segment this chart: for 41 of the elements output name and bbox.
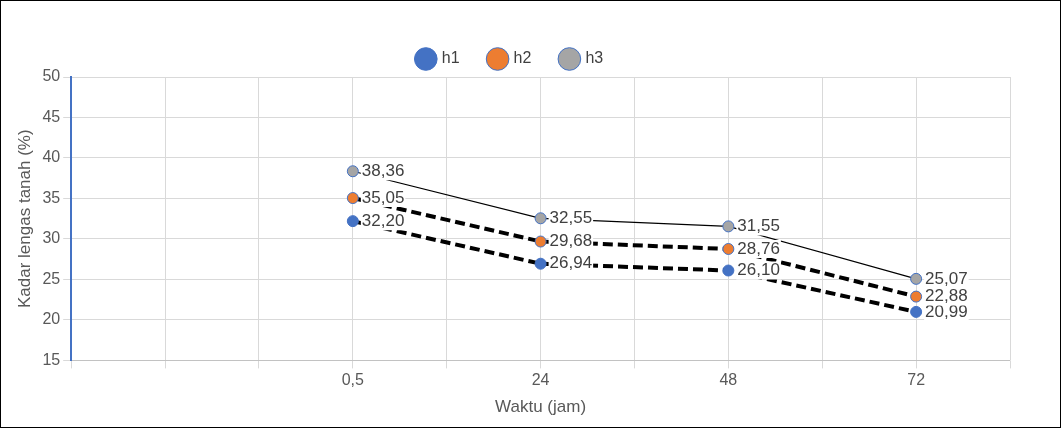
data-label: 26,10: [737, 260, 780, 280]
data-label: 29,68: [549, 231, 593, 251]
x-axis-title: Waktu (jam): [495, 397, 587, 417]
y-tick-label: 30: [42, 229, 61, 247]
x-tick-label: 24: [531, 371, 550, 389]
data-label: 20,99: [925, 301, 968, 321]
data-label: 32,55: [549, 207, 593, 227]
point: [534, 235, 547, 248]
x-tick-label: 48: [719, 371, 738, 389]
y-tick-label: 40: [42, 148, 61, 166]
legend-label: h3: [585, 49, 604, 67]
data-label: 22,88: [925, 286, 968, 306]
x-tick-label: 0,5: [341, 371, 365, 389]
y-tick-label: 35: [42, 188, 61, 206]
point: [534, 212, 547, 225]
y-tick-label: 15: [42, 350, 61, 368]
point: [722, 220, 735, 233]
data-label: 32,20: [361, 210, 405, 230]
y-tick-label: 45: [42, 107, 61, 125]
point: [346, 215, 359, 228]
legend-label: h2: [513, 49, 532, 67]
point: [534, 257, 547, 270]
data-label: 35,05: [361, 187, 405, 207]
point: [346, 192, 359, 205]
data-label: 38,36: [361, 160, 405, 180]
x-tick-label: 72: [907, 371, 926, 389]
y-tick-label: 20: [42, 310, 61, 328]
point: [722, 242, 735, 255]
data-label: 25,07: [925, 268, 968, 288]
point: [910, 305, 923, 318]
point: [722, 264, 735, 277]
point: [910, 290, 923, 303]
legend-label: h1: [441, 49, 460, 67]
y-tick-label: 50: [42, 67, 61, 85]
data-label: 26,94: [549, 253, 593, 273]
data-label: 31,55: [737, 216, 780, 236]
point: [910, 272, 923, 285]
y-axis-title: Kadar lengas tanah (%): [14, 129, 34, 308]
data-label: 28,76: [737, 238, 780, 258]
point: [346, 165, 359, 178]
y-tick-label: 25: [42, 269, 61, 287]
